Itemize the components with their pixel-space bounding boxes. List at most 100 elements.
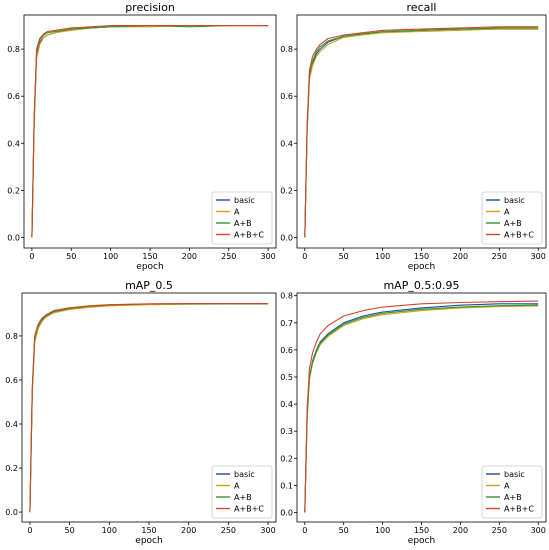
x-tick-label: 50 (339, 252, 349, 261)
x-tick-label: 300 (260, 526, 275, 535)
series-lines (304, 300, 539, 513)
x-tick-label: 50 (65, 526, 75, 535)
chart-title: recall (407, 1, 437, 14)
y-tick-label: 0.4 (280, 400, 293, 409)
y-tick-label: 0.6 (7, 92, 20, 101)
y-tick-label: 0.1 (280, 481, 293, 490)
legend-label-a: A (504, 482, 510, 491)
chart-recall: recall 0 50 100 150 200 250 300 0.0 0.2 0.4 0.6 0.8 e… (280, 1, 547, 272)
series-line-a-b (304, 27, 539, 238)
x-tick-label: 250 (221, 526, 236, 535)
series-line-a (304, 28, 539, 238)
legend-label-basic: basic (504, 196, 525, 205)
legend: basic A A+B A+B+C (211, 465, 273, 519)
legend-label-a-b: A+B (504, 219, 522, 228)
chart-title: mAP_0.5:0.95 (383, 279, 459, 292)
y-tick-label: 0.8 (280, 45, 293, 54)
series-line-a-b (304, 304, 539, 513)
x-tick-label: 100 (103, 252, 118, 261)
x-tick-label: 200 (181, 526, 196, 535)
chart-title: mAP_0.5 (125, 279, 173, 292)
chart-map-0-5-0-95: mAP_0.5:0.95 0 50 100 150 200 250 300 0.0 0.1 0.2 0… (280, 279, 547, 546)
legend-box (211, 191, 273, 245)
series-line-a-b-c (304, 26, 539, 238)
y-tick-label: 0.8 (280, 292, 293, 301)
x-tick-label: 300 (531, 526, 546, 535)
legend-label-a-b-c: A+B+C (504, 231, 534, 240)
legend-label-a: A (234, 208, 240, 217)
chart-map-0-5: mAP_0.5 0 50 100 150 200 250 300 0.0 0.2 0.4 0.6 0.8… (5, 279, 277, 546)
legend-label-a-b: A+B (234, 219, 252, 228)
legend-label-a: A (234, 482, 240, 491)
legend-box (481, 191, 543, 245)
series-line-a-b-c (304, 300, 539, 513)
x-tick-label: 300 (260, 252, 275, 261)
y-tick-label: 0.7 (280, 319, 293, 328)
legend-label-a-b-c: A+B+C (234, 505, 264, 514)
legend-label-a-b-c: A+B+C (504, 505, 534, 514)
x-tick-label: 150 (142, 252, 157, 261)
x-tick-label: 0 (302, 252, 307, 261)
x-tick-label: 0 (302, 526, 307, 535)
legend: basic A A+B A+B+C (211, 191, 273, 245)
y-tick-label: 0.6 (5, 376, 18, 385)
series-lines (31, 25, 269, 238)
x-tick-label: 200 (453, 526, 468, 535)
y-tick-label: 0.4 (280, 139, 293, 148)
legend-label-basic: basic (234, 470, 255, 479)
y-tick-label: 0.4 (5, 420, 18, 429)
y-tick-label: 0.0 (280, 509, 293, 518)
y-tick-label: 0.8 (5, 332, 18, 341)
x-tick-label: 0 (27, 526, 32, 535)
chart-precision: precision 0 50 100 150 200 250 300 0.0 0.2 0.4 0.6 0… (7, 1, 277, 272)
y-tick-label: 0.3 (280, 427, 293, 436)
x-tick-label: 50 (339, 526, 349, 535)
y-tick-label: 0.8 (7, 45, 20, 54)
x-tick-label: 100 (102, 526, 117, 535)
y-tick-label: 0.2 (7, 186, 20, 195)
x-tick-label: 150 (414, 526, 429, 535)
x-tick-label: 250 (492, 526, 507, 535)
series-lines (304, 26, 539, 238)
y-tick-label: 0.5 (280, 373, 293, 382)
x-tick-label: 150 (141, 526, 156, 535)
y-tick-label: 0.0 (5, 508, 18, 517)
x-axis-label: epoch (136, 262, 163, 272)
y-tick-label: 0.0 (280, 233, 293, 242)
y-tick-label: 0.6 (280, 92, 293, 101)
y-tick-label: 0.4 (7, 139, 20, 148)
legend-label-a-b-c: A+B+C (234, 231, 264, 240)
x-tick-label: 250 (221, 252, 236, 261)
x-tick-label: 200 (182, 252, 197, 261)
legend-label-a: A (504, 208, 510, 217)
x-axis-label: epoch (408, 262, 435, 272)
legend-box (211, 465, 273, 519)
legend: basic A A+B A+B+C (481, 191, 543, 245)
x-axis-label: epoch (135, 536, 162, 546)
legend-label-basic: basic (234, 196, 255, 205)
series-line-a-b-c (31, 25, 269, 238)
chart-title: precision (125, 1, 175, 14)
y-tick-label: 0.2 (280, 186, 293, 195)
legend-label-a-b: A+B (504, 493, 522, 502)
x-tick-label: 300 (531, 252, 546, 261)
x-tick-label: 250 (492, 252, 507, 261)
x-tick-label: 50 (66, 252, 76, 261)
x-axis-label: epoch (408, 536, 435, 546)
y-tick-label: 0.2 (280, 454, 293, 463)
x-tick-label: 100 (375, 526, 390, 535)
x-tick-label: 150 (414, 252, 429, 261)
y-tick-label: 0.2 (5, 464, 18, 473)
legend: basic A A+B A+B+C (481, 465, 543, 519)
x-tick-label: 200 (453, 252, 468, 261)
series-lines (29, 303, 269, 513)
y-tick-label: 0.6 (280, 346, 293, 355)
x-tick-label: 0 (29, 252, 34, 261)
y-tick-label: 0.0 (7, 233, 20, 242)
legend-label-basic: basic (504, 470, 525, 479)
legend-label-a-b: A+B (234, 493, 252, 502)
series-line-a-b-c (29, 303, 269, 513)
x-tick-label: 100 (375, 252, 390, 261)
legend-box (481, 465, 543, 519)
